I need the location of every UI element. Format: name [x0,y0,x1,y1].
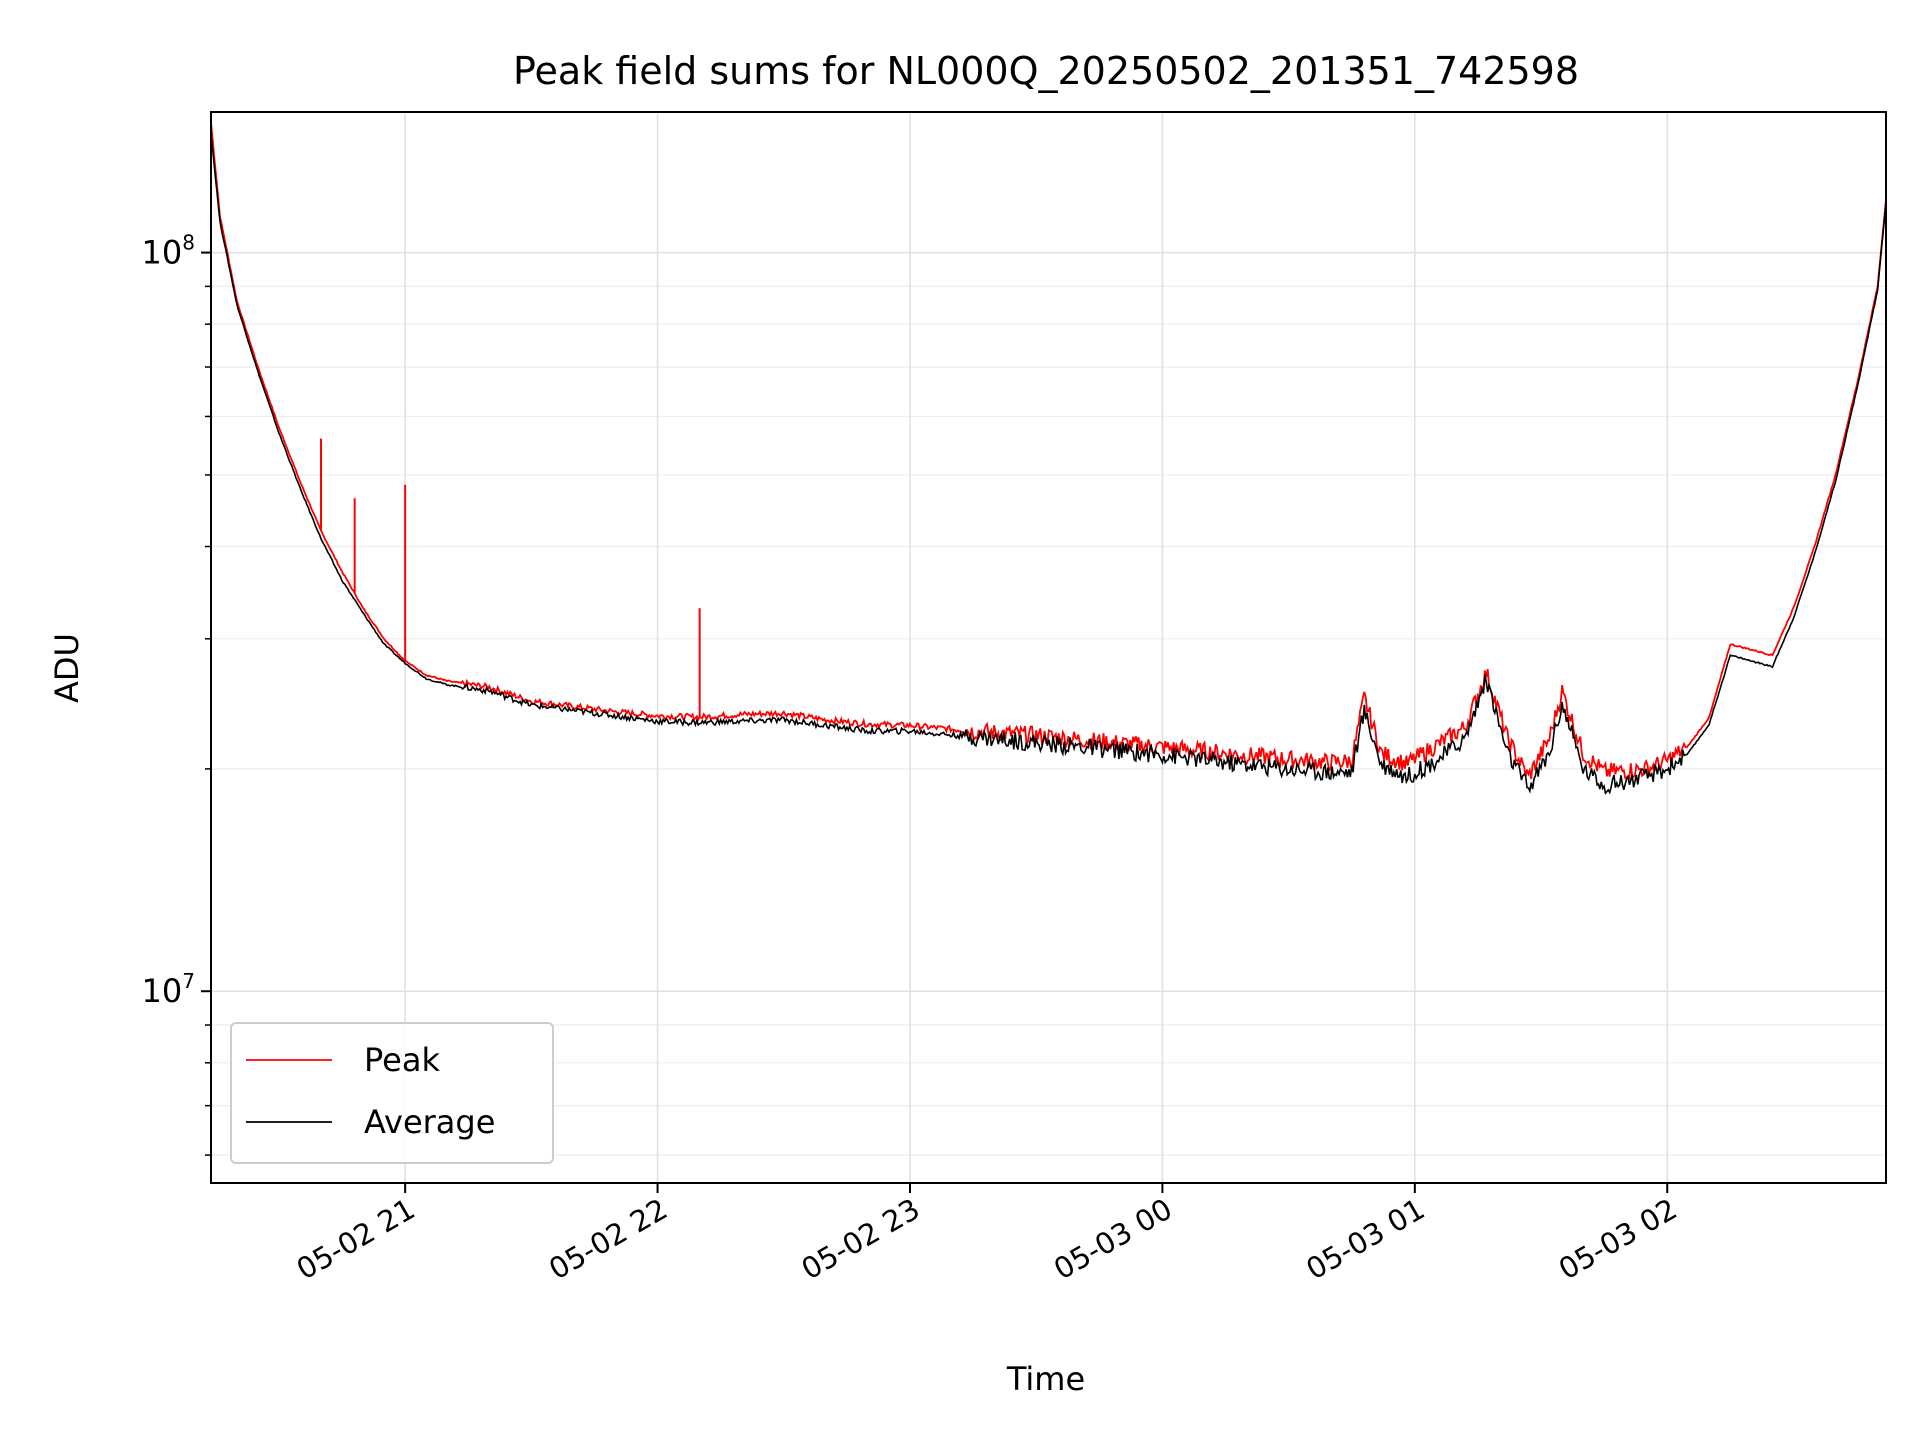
legend-label: Average [364,1103,495,1141]
y-tick-exponent: 7 [182,969,195,993]
y-tick-base: 10 [142,972,183,1010]
peak-series-line [210,122,1887,781]
y-tick-label: 108 [142,231,195,272]
chart-title: Peak field sums for NL000Q_20250502_2013… [513,49,1579,93]
y-tick-exponent: 8 [182,231,195,255]
x-axis-label: Time [1006,1360,1085,1398]
y-axis-label: ADU [48,633,86,703]
average-series-line [210,134,1887,796]
plot-series [210,122,1887,796]
legend-label: Peak [364,1041,440,1079]
y-tick-base: 10 [142,234,183,272]
plot-frame [210,111,1887,1184]
y-tick-label: 107 [142,969,195,1010]
legend: Peak Average [230,1022,554,1164]
legend-box [230,1022,554,1164]
